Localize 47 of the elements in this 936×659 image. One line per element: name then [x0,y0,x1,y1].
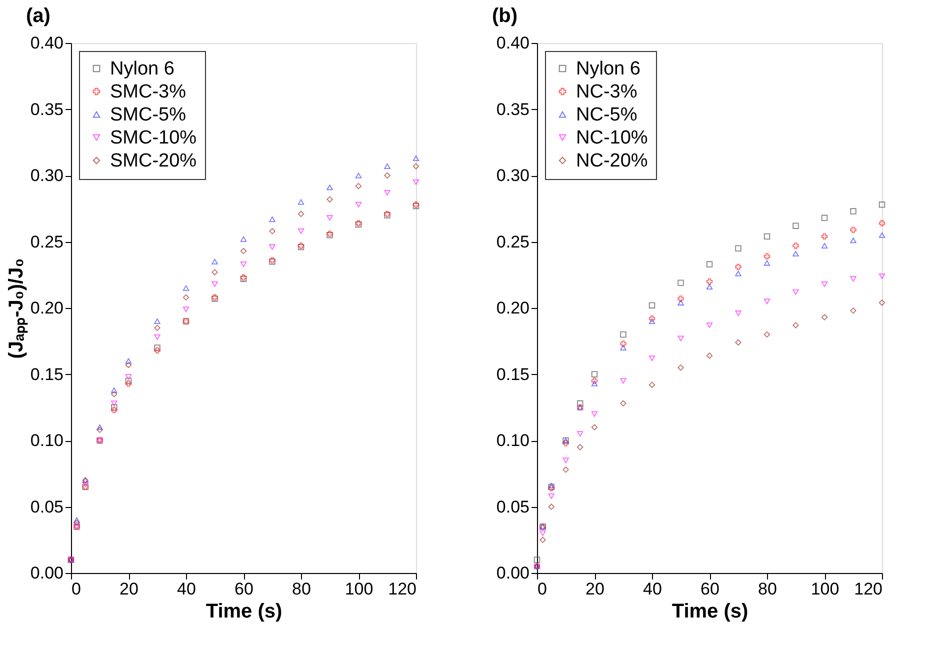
y-tick-label: 0.10 [496,431,530,450]
x-tick-label: 120 [388,580,416,598]
x-tick-label: 0 [72,580,81,598]
x-tick-label: 40 [177,580,196,598]
y-tick-label: 0.30 [30,166,64,185]
y-tick-label: 0.00 [496,564,530,582]
legend-label: NC-5% [576,104,638,126]
legend-label: NC-20% [576,150,648,172]
y-axis-title: (Jₐₚₚ-J₀)/J₀ [5,258,28,359]
y-tick-label: 0.40 [496,34,530,52]
y-tick-label: 0.35 [30,100,64,119]
legend-label: SMC-5% [110,104,186,126]
y-tick-label: 0.15 [30,364,64,384]
x-tick-label: 80 [758,580,777,598]
legend-label: SMC-20% [110,150,197,172]
y-tick-label: 0.05 [496,497,530,516]
x-tick-label: 100 [344,580,374,598]
x-axis-title: Time (s) [672,600,748,622]
legend-label: Nylon 6 [576,58,640,80]
chart-title: (b) [492,5,518,27]
y-tick-label: 0.10 [30,431,64,450]
y-tick-label: 0.25 [30,232,64,252]
x-tick-label: 100 [810,580,840,598]
x-tick-label: 80 [292,580,311,598]
x-tick-label: 40 [643,580,662,598]
legend-label: SMC-10% [110,128,197,148]
x-tick-label: 0 [538,580,547,598]
legend-label: Nylon 6 [110,58,174,80]
y-tick-label: 0.30 [496,166,530,185]
legend-label: NC-10% [576,128,648,148]
x-tick-label: 20 [586,580,604,598]
y-tick-label: 0.15 [496,364,530,384]
chart-title: (a) [26,5,50,27]
x-tick-label: 20 [120,580,138,598]
y-tick-label: 0.20 [30,298,64,318]
x-tick-label: 60 [700,580,720,598]
x-tick-label: 120 [854,580,882,598]
x-axis-title: Time (s) [206,600,282,622]
y-tick-label: 0.20 [496,298,530,318]
y-tick-label: 0.05 [30,497,64,516]
y-tick-label: 0.35 [496,100,530,119]
legend-label: NC-3% [576,82,638,102]
y-tick-label: 0.00 [30,564,64,582]
y-tick-label: 0.25 [496,232,530,252]
legend-label: SMC-3% [110,82,186,102]
y-tick-label: 0.40 [30,34,64,52]
x-tick-label: 60 [234,580,254,598]
